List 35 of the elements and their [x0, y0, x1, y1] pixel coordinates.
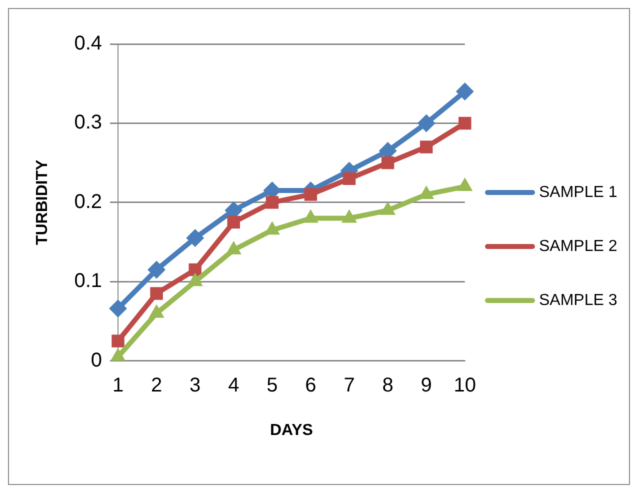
point [304, 188, 318, 201]
point [148, 260, 166, 279]
x-tick-label: 3 [190, 374, 201, 396]
point [112, 334, 124, 348]
x-tick-label: 1 [112, 374, 124, 396]
y-tick-label: 0 [90, 349, 102, 372]
y-tick-label: 0.1 [74, 270, 102, 292]
point [186, 229, 204, 248]
x-tick-label: 2 [150, 374, 162, 396]
point [458, 116, 472, 130]
x-tick-label: 4 [228, 374, 240, 396]
legend-label: SAMPLE 1 [539, 184, 618, 202]
x-tick-label: 5 [266, 374, 278, 396]
x-tick-label: 7 [344, 374, 355, 396]
y-tick-label: 0.2 [74, 190, 102, 213]
point [456, 82, 474, 101]
point [266, 196, 279, 209]
x-tick-label: 10 [454, 374, 476, 396]
point [381, 156, 394, 170]
point [188, 263, 202, 276]
y-tick-label: 0.3 [74, 112, 102, 134]
point [417, 114, 436, 132]
point [150, 287, 163, 300]
x-tick-label: 6 [305, 374, 316, 396]
legend-label: SAMPLE 2 [539, 238, 618, 256]
legend-label: SAMPLE 3 [539, 292, 618, 310]
point [342, 172, 356, 186]
point [109, 300, 128, 318]
x-tick-label: 8 [382, 374, 394, 396]
x-tick-label: 9 [420, 374, 432, 396]
x-axis-title: DAYS [270, 422, 314, 439]
point [420, 140, 433, 154]
point [227, 216, 240, 229]
y-tick-label: 0.4 [74, 32, 102, 55]
y-axis-title: TURBIDITY [34, 159, 52, 246]
